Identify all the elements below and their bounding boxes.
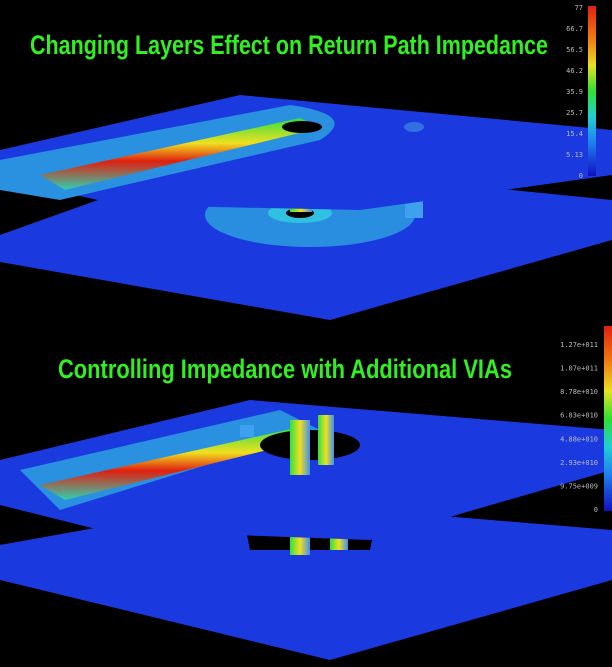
scale-label: 0 [579, 172, 583, 180]
scale-label: 56.5 [566, 46, 583, 54]
scale-label: 9.75e+009 [560, 482, 598, 490]
scale-label: 66.7 [566, 25, 583, 33]
via-hole [282, 121, 322, 133]
scale-label: 4.88e+010 [560, 435, 598, 443]
trace [40, 427, 320, 500]
color-scale [588, 6, 596, 176]
scale-label: 35.9 [566, 88, 583, 96]
lower-plane [0, 500, 612, 660]
via [240, 425, 254, 437]
scale-label: 77 [575, 4, 583, 12]
via-cap [404, 122, 424, 132]
scale-label: 8.78e+010 [560, 388, 598, 396]
upper-plane [0, 95, 612, 210]
scale-label: 46.2 [566, 67, 583, 75]
top-panel: Changing Layers Effect on Return Path Im… [0, 4, 612, 320]
scale-label: 1.27e+011 [560, 341, 598, 349]
via [290, 420, 310, 475]
panel-title: Controlling Impedance with Additional VI… [58, 354, 512, 384]
trace [40, 118, 320, 190]
scale-label: 6.83e+010 [560, 412, 598, 420]
scale-label: 5.13 [566, 151, 583, 159]
scale-label: 1.07e+011 [560, 365, 598, 373]
via [318, 415, 334, 465]
scale-label: 15.4 [566, 130, 583, 138]
scale-label: 2.93e+010 [560, 459, 598, 467]
scale-label: 0 [594, 506, 598, 514]
bottom-panel: Controlling Impedance with Additional VI… [0, 326, 612, 660]
panel-title: Changing Layers Effect on Return Path Im… [30, 30, 548, 60]
color-scale [604, 326, 612, 511]
scale-label: 25.7 [566, 109, 583, 117]
